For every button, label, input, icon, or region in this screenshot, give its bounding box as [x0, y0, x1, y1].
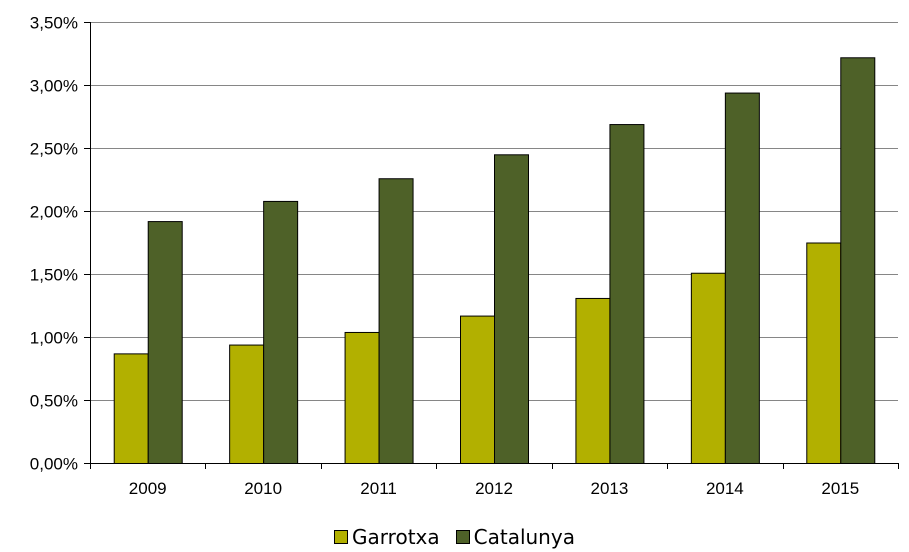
legend-swatch-catalunya — [455, 530, 470, 544]
bar-garrotxa-2014 — [690, 272, 726, 464]
axes — [84, 22, 899, 469]
bar-garrotxa-2009 — [113, 353, 149, 465]
y-tick-label: 2,50% — [30, 140, 78, 159]
legend: Garrotxa Catalunya — [0, 525, 909, 549]
x-tick-label: 2013 — [591, 479, 629, 498]
x-tick-label: 2010 — [244, 479, 282, 498]
bar-catalunya-2011 — [378, 178, 414, 465]
bar-catalunya-2010 — [263, 200, 299, 464]
y-tick-label: 1,50% — [30, 266, 78, 285]
bar-catalunya-2014 — [724, 92, 760, 464]
bar-garrotxa-2015 — [806, 242, 842, 464]
x-tick-label: 2011 — [360, 479, 397, 498]
bars — [113, 57, 876, 465]
bar-catalunya-2012 — [494, 154, 529, 465]
y-tick-label: 2,00% — [30, 203, 78, 222]
bar-catalunya-2013 — [609, 124, 645, 464]
y-tick-label: 0,50% — [30, 392, 78, 411]
bar-catalunya-2015 — [840, 57, 876, 464]
x-tick-label: 2009 — [129, 479, 167, 498]
bar-catalunya-2009 — [147, 221, 183, 464]
bar-garrotxa-2011 — [344, 331, 380, 464]
legend-item-catalunya: Catalunya — [455, 525, 575, 549]
y-tick-label: 3,50% — [30, 14, 78, 33]
y-tick-label: 3,00% — [30, 77, 78, 96]
legend-swatch-garrotxa — [334, 530, 349, 544]
legend-item-garrotxa: Garrotxa — [334, 525, 440, 549]
x-tick-label: 2015 — [821, 479, 859, 498]
bar-garrotxa-2013 — [575, 297, 611, 464]
x-tick-label: 2012 — [475, 479, 513, 498]
tick-labels: 0,00% 0,50% 1,00% 1,50% 2,00% 2,50% 3,00% 3,50%… — [30, 14, 859, 499]
y-tick-label: 1,00% — [30, 329, 78, 348]
legend-label-garrotxa: Garrotxa — [352, 525, 440, 549]
y-tick-label: 0,00% — [30, 455, 78, 474]
legend-label-catalunya: Catalunya — [473, 525, 575, 549]
bar-garrotxa-2012 — [460, 315, 495, 464]
bar-garrotxa-2010 — [229, 344, 265, 464]
x-tick-label: 2014 — [706, 479, 744, 498]
